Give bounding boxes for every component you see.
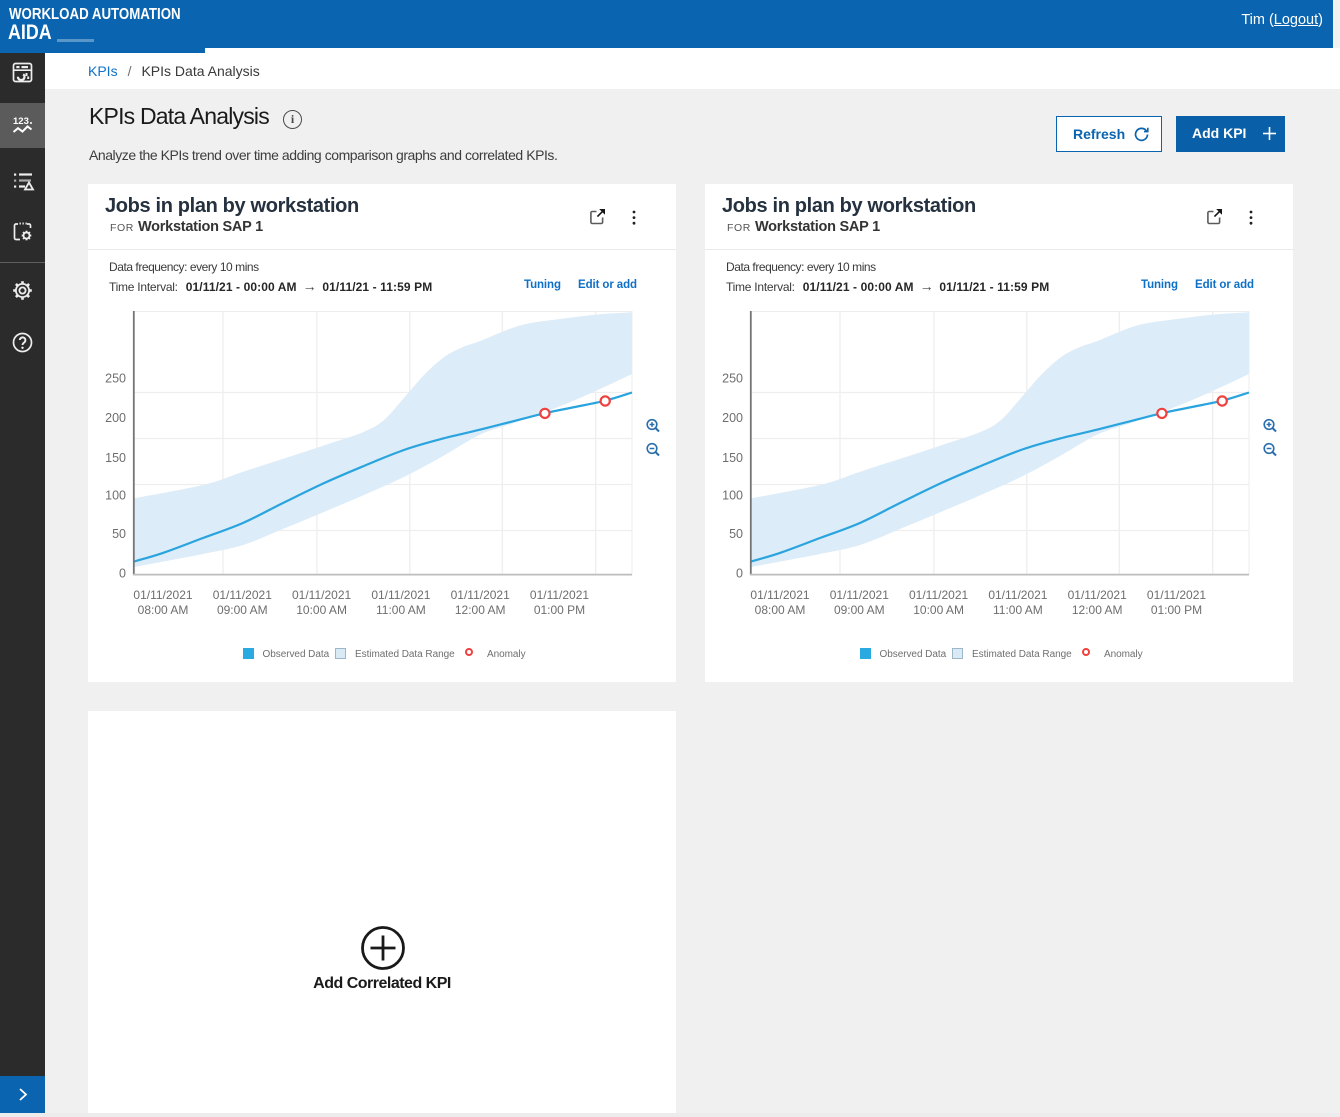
svg-text:50: 50 [729, 527, 743, 541]
svg-text:250: 250 [722, 372, 743, 386]
svg-text:200: 200 [105, 411, 126, 425]
svg-text:10:00 AM: 10:00 AM [913, 603, 964, 617]
svg-text:01/11/2021: 01/11/2021 [750, 588, 809, 602]
svg-text:01/11/2021: 01/11/2021 [292, 588, 351, 602]
svg-text:01/11/2021: 01/11/2021 [371, 588, 430, 602]
svg-text:01/11/2021: 01/11/2021 [530, 588, 589, 602]
svg-text:100: 100 [722, 489, 743, 503]
svg-text:100: 100 [105, 489, 126, 503]
svg-text:09:00 AM: 09:00 AM [217, 603, 268, 617]
svg-text:01:00 PM: 01:00 PM [1151, 603, 1202, 617]
svg-text:12:00 AM: 12:00 AM [1072, 603, 1123, 617]
svg-text:10:00 AM: 10:00 AM [296, 603, 347, 617]
svg-text:0: 0 [119, 567, 126, 581]
svg-text:11:00 AM: 11:00 AM [376, 603, 426, 617]
svg-text:01/11/2021: 01/11/2021 [909, 588, 968, 602]
svg-text:250: 250 [105, 372, 126, 386]
svg-text:50: 50 [112, 527, 126, 541]
svg-text:01/11/2021: 01/11/2021 [1147, 588, 1206, 602]
svg-text:0: 0 [736, 567, 743, 581]
svg-text:11:00 AM: 11:00 AM [993, 603, 1043, 617]
svg-text:200: 200 [722, 411, 743, 425]
svg-text:01/11/2021: 01/11/2021 [133, 588, 192, 602]
svg-text:01/11/2021: 01/11/2021 [830, 588, 889, 602]
svg-text:150: 150 [722, 451, 743, 465]
svg-text:12:00 AM: 12:00 AM [455, 603, 506, 617]
svg-text:08:00 AM: 08:00 AM [755, 603, 806, 617]
svg-text:01/11/2021: 01/11/2021 [213, 588, 272, 602]
svg-text:01/11/2021: 01/11/2021 [1068, 588, 1127, 602]
svg-text:09:00 AM: 09:00 AM [834, 603, 885, 617]
svg-text:01:00 PM: 01:00 PM [534, 603, 585, 617]
svg-text:150: 150 [105, 451, 126, 465]
svg-text:01/11/2021: 01/11/2021 [451, 588, 510, 602]
svg-text:123: 123 [13, 116, 29, 127]
svg-text:08:00 AM: 08:00 AM [138, 603, 189, 617]
svg-text:01/11/2021: 01/11/2021 [988, 588, 1047, 602]
